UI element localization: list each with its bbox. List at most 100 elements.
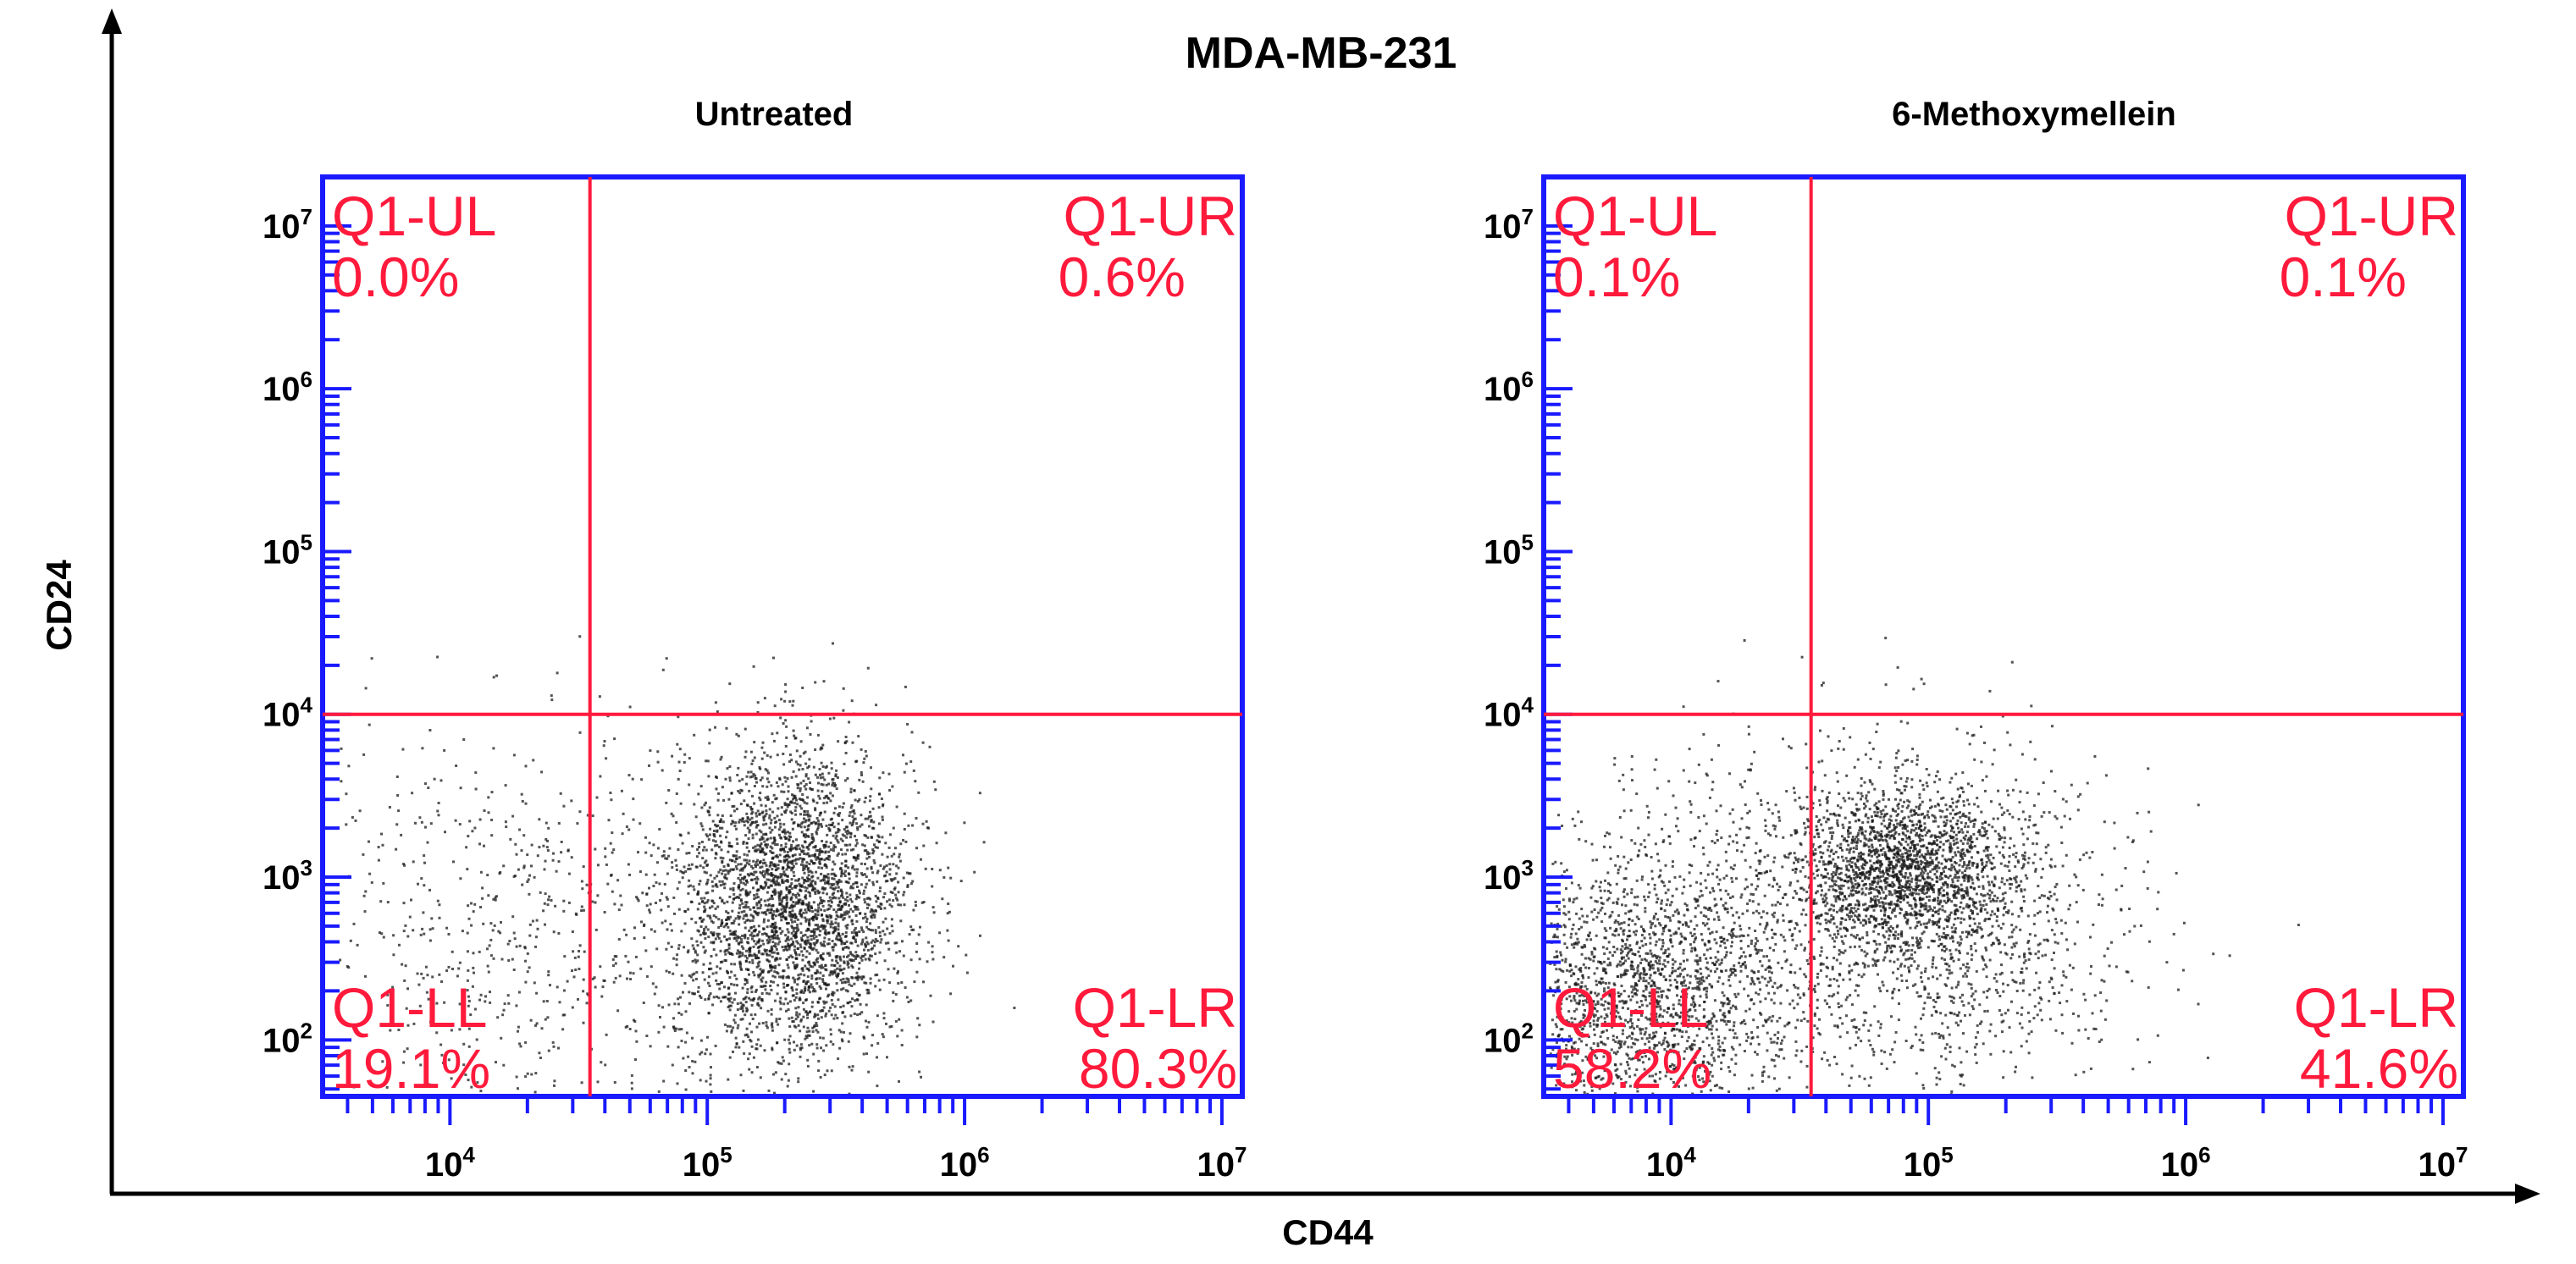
scatter-point: [775, 854, 778, 858]
scatter-point: [888, 981, 892, 985]
scatter-point: [714, 1044, 717, 1047]
scatter-point: [810, 880, 813, 884]
scatter-point: [585, 883, 589, 886]
scatter-point: [760, 836, 764, 839]
scatter-point: [490, 791, 494, 794]
scatter-point: [761, 970, 765, 974]
scatter-point: [844, 853, 848, 856]
scatter-point: [869, 929, 872, 931]
scatter-point: [849, 806, 853, 809]
scatter-point: [907, 824, 910, 827]
scatter-point: [502, 1008, 506, 1012]
scatter-point: [817, 824, 821, 827]
scatter-point: [699, 925, 703, 928]
scatter-point: [842, 1004, 845, 1007]
scatter-point: [1847, 869, 1850, 872]
scatter-point: [909, 882, 913, 886]
scatter-point: [841, 981, 843, 985]
scatter-point: [947, 866, 950, 869]
scatter-point: [777, 785, 780, 788]
x-tick-label: 104: [425, 1142, 476, 1184]
scatter-point: [790, 896, 793, 899]
scatter-point: [1943, 824, 1946, 827]
scatter-point: [634, 1029, 638, 1033]
scatter-point: [433, 777, 436, 781]
scatter-point: [538, 1051, 541, 1055]
scatter-point: [788, 1035, 792, 1038]
scatter-point: [797, 823, 799, 826]
scatter-point: [673, 1002, 677, 1006]
scatter-point: [753, 802, 756, 805]
scatter-point: [847, 1040, 850, 1043]
scatter-point: [792, 729, 795, 732]
scatter-point: [1841, 835, 1844, 838]
scatter-point: [917, 791, 920, 794]
scatter-point: [526, 970, 529, 974]
scatter-point: [1868, 741, 1871, 744]
scatter-point: [744, 959, 748, 963]
scatter-point: [856, 857, 860, 860]
scatter-point: [740, 789, 744, 792]
scatter-point: [665, 896, 668, 899]
scatter-point: [777, 867, 780, 870]
scatter-point: [1827, 888, 1831, 891]
scatter-point: [745, 782, 748, 786]
scatter-point: [419, 1063, 423, 1067]
scatter-point: [902, 954, 905, 958]
scatter-point: [1863, 963, 1866, 967]
scatter-point: [392, 953, 395, 957]
scatter-point: [1863, 864, 1866, 867]
scatter-point: [815, 828, 819, 831]
scatter-point: [582, 978, 585, 981]
scatter-point: [837, 972, 840, 975]
scatter-point: [380, 932, 384, 936]
scatter-point: [1856, 838, 1860, 842]
scatter-point: [799, 1018, 803, 1021]
scatter-point: [832, 794, 834, 798]
scatter-point: [837, 938, 841, 941]
scatter-point: [846, 896, 849, 899]
scatter-point: [809, 814, 812, 818]
scatter-point: [1961, 865, 1965, 868]
scatter-point: [716, 843, 719, 847]
scatter-point: [789, 944, 793, 947]
scatter-point: [869, 922, 872, 925]
scatter-point: [1915, 823, 1919, 826]
scatter-point: [855, 971, 859, 974]
scatter-point: [542, 909, 545, 913]
scatter-point: [878, 890, 882, 893]
scatter-point: [749, 770, 753, 774]
scatter-point: [819, 902, 821, 905]
scatter-point: [848, 720, 851, 724]
scatter-point: [735, 837, 738, 841]
scatter-point: [816, 924, 819, 927]
scatter-point: [727, 944, 731, 947]
scatter-point: [368, 840, 370, 843]
scatter-point: [827, 983, 831, 986]
scatter-point: [750, 1003, 754, 1007]
scatter-point: [743, 820, 746, 824]
scatter-point: [1956, 812, 1960, 815]
scatter-point: [888, 868, 892, 871]
scatter-point: [785, 896, 788, 899]
scatter-point: [794, 1018, 798, 1021]
scatter-point: [826, 908, 829, 911]
scatter-point: [760, 904, 763, 907]
scatter-point: [875, 909, 877, 913]
scatter-point: [744, 889, 748, 892]
scatter-point: [814, 807, 817, 810]
scatter-point: [741, 902, 744, 905]
scatter-point: [567, 849, 570, 853]
scatter-point: [884, 941, 887, 945]
scatter-point: [863, 889, 865, 892]
scatter-point: [756, 864, 760, 866]
scatter-point: [1899, 822, 1902, 825]
scatter-point: [809, 733, 812, 736]
scatter-point: [828, 896, 832, 899]
scatter-point: [875, 704, 878, 707]
scatter-point: [547, 826, 550, 830]
scatter-point: [514, 875, 517, 877]
scatter-point: [610, 874, 612, 877]
scatter-point: [694, 949, 697, 952]
scatter-point: [854, 955, 858, 958]
